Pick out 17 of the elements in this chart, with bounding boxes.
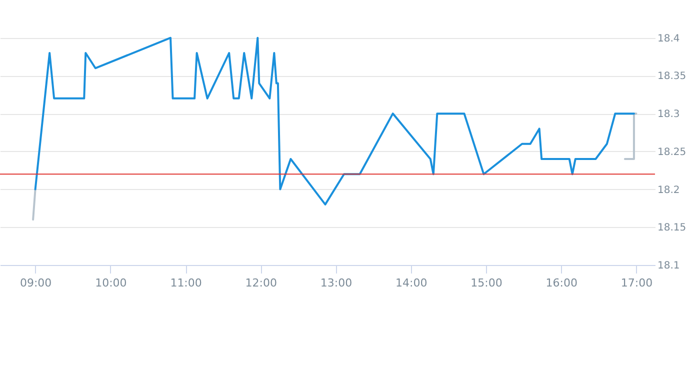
x-tick-label: 09:00 (20, 276, 52, 290)
y-tick-label: 18.15 (658, 222, 686, 234)
y-tick-label: 18.35 (658, 71, 686, 82)
y-tick-label: 18.2 (658, 184, 680, 196)
x-tick-label: 11:00 (170, 276, 202, 290)
x-tick-label: 15:00 (470, 276, 502, 290)
y-tick-label: 18.3 (658, 109, 680, 120)
y-tick-label: 18.25 (658, 146, 686, 158)
line-series (34, 36, 635, 206)
x-tick-label: 12:00 (245, 276, 277, 290)
x-tick-label: 14:00 (396, 276, 428, 290)
y-tick-label: 18.1 (658, 260, 680, 272)
x-tick-label: 10:00 (95, 276, 127, 290)
x-tick-label: 17:00 (620, 276, 653, 290)
x-tick-label: 16:00 (546, 276, 578, 290)
y-tick-label: 18.4 (658, 33, 680, 44)
x-tick-label: 13:00 (320, 276, 352, 290)
